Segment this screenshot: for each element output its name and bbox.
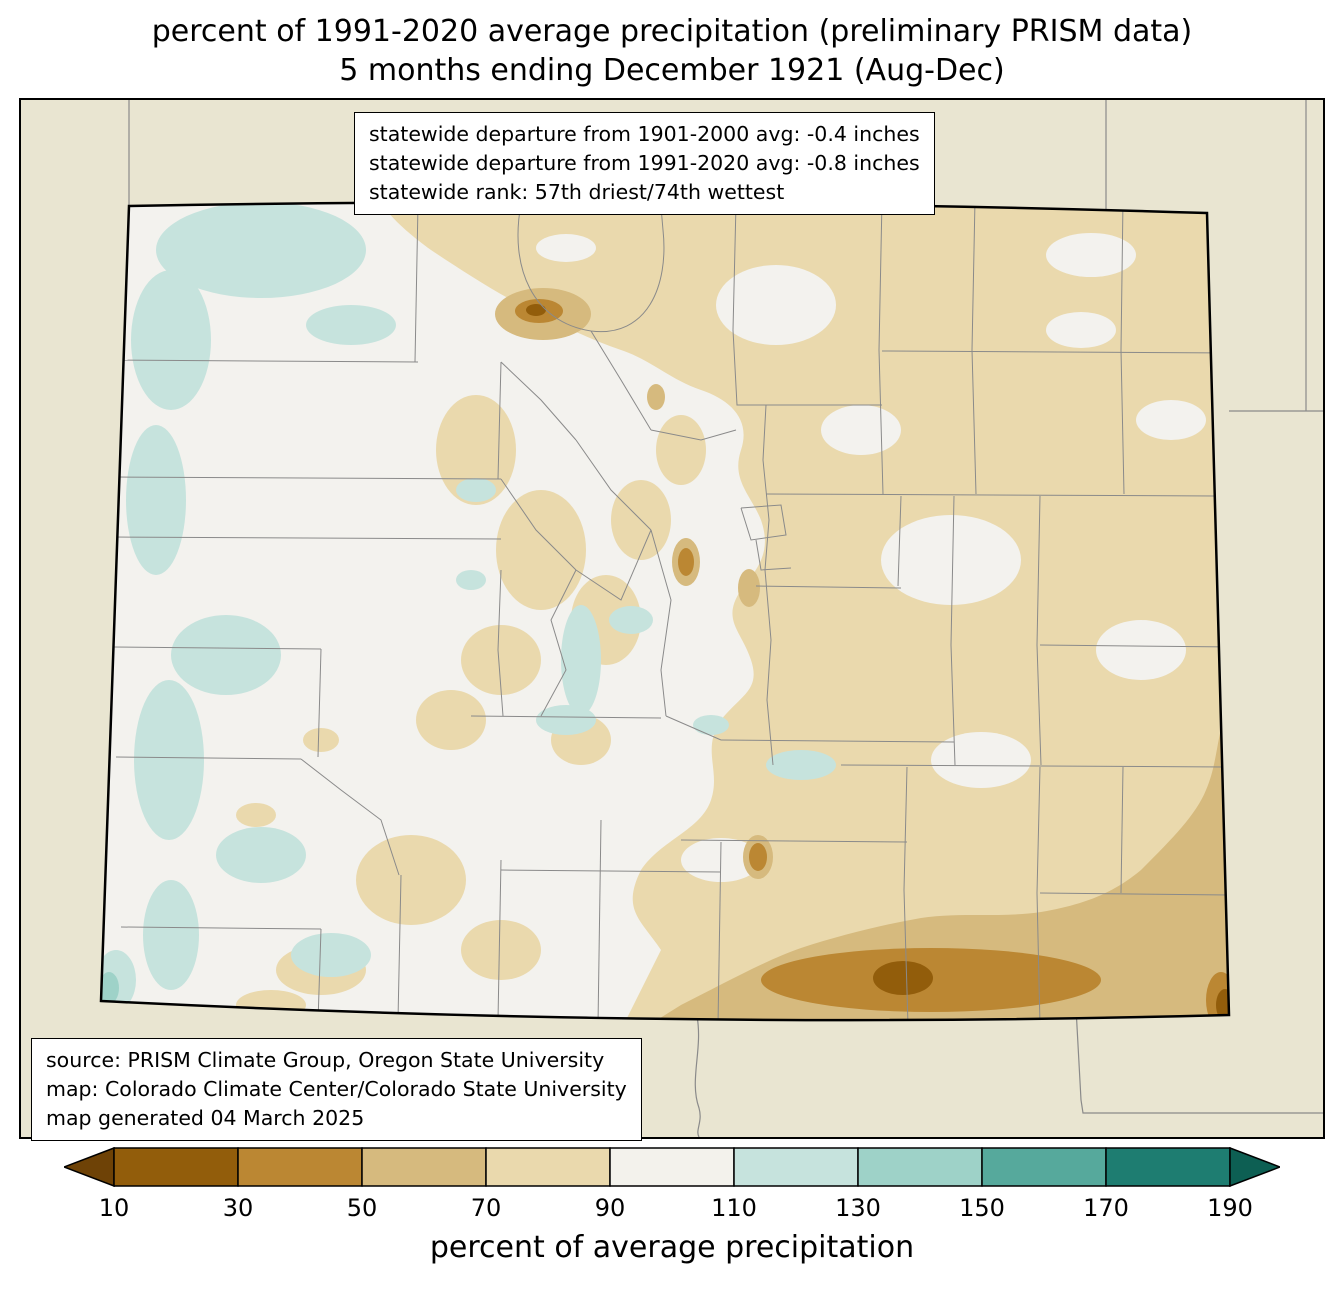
patch-90-110-holes [536,233,1206,882]
colorbar-tick-190: 190 [1207,1194,1253,1222]
colorbar-tick-170: 170 [1083,1194,1129,1222]
title-line-2: 5 months ending December 1921 (Aug-Dec) [339,53,1005,88]
patch-110-130 [101,202,836,1010]
source-credit-box: source: PRISM Climate Group, Oregon Stat… [31,1038,642,1142]
colorbar-tick-110: 110 [711,1194,757,1222]
colorbar-tick-70: 70 [470,1194,502,1222]
neighbor-state-lines [128,100,1323,1137]
colorbar-seg-30-50 [237,1147,363,1187]
patch-10-30 [526,304,1229,1021]
source-line-2: map: Colorado Climate Center/Colorado St… [46,1077,627,1102]
map-frame: statewide departure from 1901-2000 avg: … [19,98,1325,1142]
colorbar-right-arrow [1229,1147,1280,1187]
colorbar-seg-70-90 [485,1147,611,1187]
colorbar-seg-110-130 [733,1147,859,1187]
colorbar-tick-50: 50 [346,1194,378,1222]
county-lines [106,202,1229,1021]
colorbar [64,1147,1280,1187]
title-line-1: percent of 1991-2020 average precipitati… [151,14,1193,49]
colorbar-seg-50-70 [361,1147,487,1187]
colorbar-seg-170-190 [1105,1147,1231,1187]
source-line-3: map generated 04 March 2025 [46,1106,365,1131]
page-title: percent of 1991-2020 average precipitati… [0,12,1344,90]
colorbar-axis-label: percent of average precipitation [429,1230,915,1265]
patch-70-90 [236,202,1229,1021]
colorbar-seg-10-30 [113,1147,239,1187]
state-raster [101,202,1229,1021]
colorbar-tick-130: 130 [835,1194,881,1222]
patch-130-150 [101,972,119,1004]
colorbar-tick-150: 150 [959,1194,1005,1222]
colorbar-seg-150-170 [981,1147,1107,1187]
statewide-stats-box: statewide departure from 1901-2000 avg: … [354,112,935,216]
colorbar-seg-130-150 [857,1147,983,1187]
colorbar-left-arrow [64,1147,115,1187]
colorbar-seg-90-110 [609,1147,735,1187]
colorado-precipitation-map [21,100,1323,1137]
source-line-1: source: PRISM Climate Group, Oregon Stat… [46,1048,605,1072]
colorbar-tick-10: 10 [98,1194,130,1222]
stats-line-1: statewide departure from 1901-2000 avg: … [369,122,920,146]
colorbar-tick-90: 90 [594,1194,626,1222]
colorbar-tick-30: 30 [222,1194,254,1222]
stats-line-3: statewide rank: 57th driest/74th wettest [369,180,785,205]
stats-line-2: statewide departure from 1991-2020 avg: … [369,151,920,176]
